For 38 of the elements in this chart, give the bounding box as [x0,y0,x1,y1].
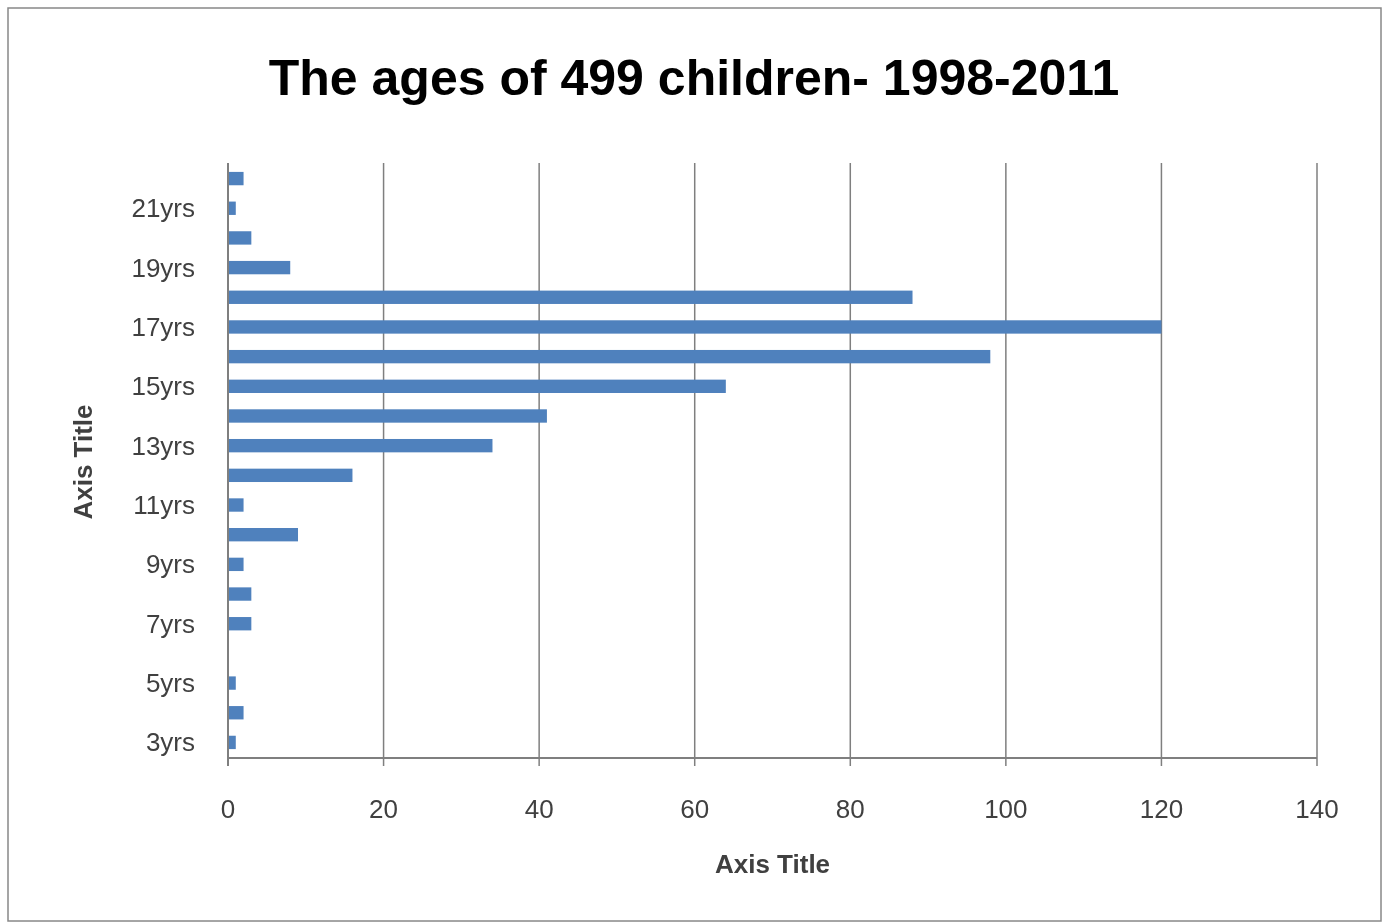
chart-title: The ages of 499 children- 1998-2011 [268,50,1120,106]
bar [228,171,244,186]
bar [228,706,244,720]
bar [228,617,252,631]
x-tick-label: 100 [984,794,1028,824]
y-axis-title: Axis Title [68,404,98,520]
bar [228,498,244,512]
bar [228,438,493,453]
y-tick-label: 17yrs [131,311,195,342]
bar [228,468,353,483]
x-tick-label: 20 [369,794,399,824]
x-axis-title: Axis Title [714,849,831,879]
x-tick-label: 140 [1295,794,1339,824]
x-tick-label: 60 [680,794,710,824]
bar [228,409,547,423]
y-tick-label: 7yrs [145,608,195,639]
x-tick-label: 40 [524,794,554,824]
bar [228,587,252,601]
bar [228,231,252,245]
x-tick-label: 80 [835,794,865,824]
y-tick-label: 5yrs [145,668,195,699]
y-tick-label: 9yrs [145,549,195,580]
x-tick-label: 0 [220,794,236,824]
y-tick-label: 21yrs [131,193,195,224]
bar [228,676,236,690]
bar [228,557,244,572]
bar [228,379,726,393]
bar [228,320,1162,334]
y-tick-label: 11yrs [133,490,195,521]
y-tick-label: 13yrs [131,430,195,461]
bar [228,528,299,542]
y-tick-label: 3yrs [145,727,195,758]
bar [228,290,913,304]
bar [228,349,991,364]
y-tick-label: 15yrs [131,371,195,402]
x-tick-label: 120 [1139,794,1184,824]
bar [228,260,291,275]
y-tick-label: 19yrs [131,252,195,283]
